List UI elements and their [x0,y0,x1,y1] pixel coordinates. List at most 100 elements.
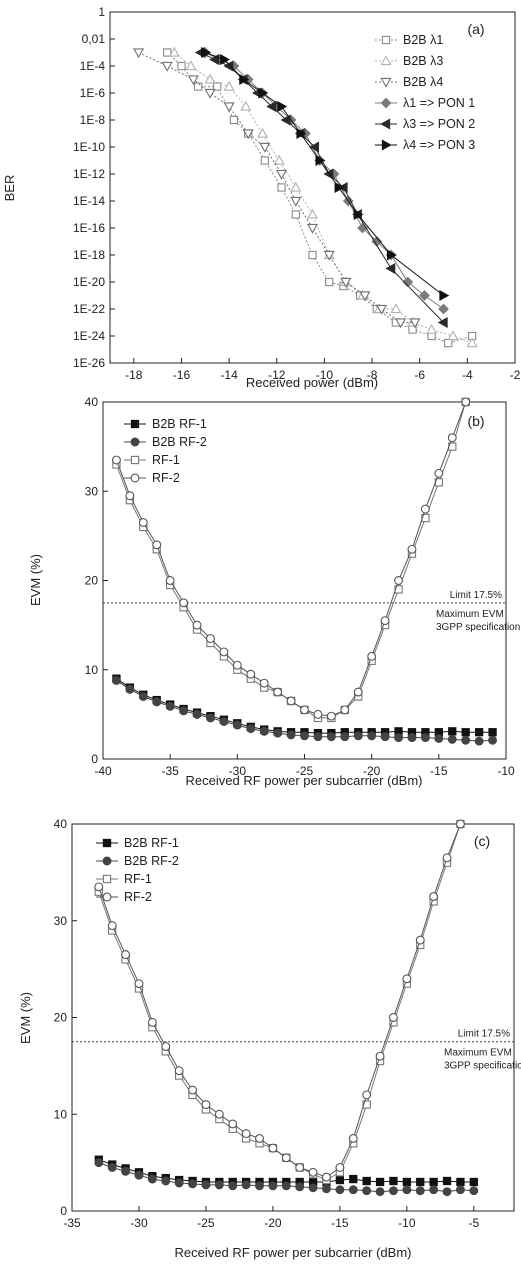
legend-label: B2B RF-1 [152,417,207,431]
data-point [174,1178,184,1188]
x-axis-title: Received RF power per subcarrier (dBm) [186,773,423,788]
legend-marker [381,35,391,45]
y-tick-label: 1E-24 [73,329,105,343]
y-tick-label: 10 [85,663,99,677]
legend-marker [102,856,112,866]
data-point [260,156,270,165]
data-point [367,731,377,741]
series-line [115,401,467,719]
data-point [241,1129,251,1139]
legend-marker [130,473,140,483]
data-point [277,183,286,192]
data-point [340,277,352,288]
data-point [407,733,417,743]
data-point [268,1143,278,1153]
data-point [367,651,377,661]
series-3 [133,48,421,329]
x-tick-label: -20 [363,764,381,778]
y-tick-label: 1E-16 [73,221,105,235]
data-point [290,181,302,192]
data-point [228,1181,238,1191]
x-tick-label: -30 [130,1216,148,1230]
data-point [437,316,448,329]
legend-marker [380,118,391,130]
data-point [165,701,175,711]
y-tick-label: 40 [85,395,99,409]
y-tick-label: 0 [91,752,98,766]
data-point [209,54,219,66]
legend-entry-1: B2B RF-1 [124,417,207,431]
data-point [455,819,465,829]
data-point [295,1182,305,1192]
data-point [206,713,215,723]
data-point [429,1185,439,1195]
data-point [179,598,189,608]
x-tick-label: -18 [125,368,143,382]
data-point [429,892,439,902]
data-point [474,728,484,737]
data-point [223,80,235,91]
legend-marker [130,437,140,447]
data-point [259,678,269,688]
data-point [429,1177,438,1187]
data-point [488,728,497,737]
data-point [125,491,135,501]
legend-entry-2: B2B RF-2 [96,854,179,868]
data-point [442,1176,452,1186]
legend-entry-4: λ1 => PON 1 [375,96,475,110]
data-point [121,1166,131,1176]
data-point [349,1174,358,1184]
data-point [402,974,412,984]
series-6 [201,46,450,302]
y-tick-label: 1E-12 [73,167,105,181]
data-point [291,210,300,219]
data-point [447,734,457,744]
data-point [402,1177,411,1187]
x-tick-label: -6 [414,368,425,382]
spec-note-line-2: 3GPP specification [444,1061,521,1072]
data-point [179,706,189,716]
y-tick-label: 20 [54,1011,68,1025]
data-point [335,1163,345,1172]
data-point [204,88,216,99]
data-point [362,1090,372,1100]
data-point [239,73,250,86]
data-point [256,127,269,138]
data-point [362,1176,371,1186]
data-point [168,46,180,57]
legend-label: RF-1 [152,453,180,467]
data-point [420,733,430,743]
x-tick-label: -8 [367,368,378,382]
y-tick-label: 20 [85,574,99,588]
data-point [266,100,277,113]
panel-label: (c) [474,833,490,849]
data-point [147,1174,157,1184]
x-tick-label: -25 [197,1216,215,1230]
data-point [415,1186,425,1196]
x-tick-label: -4 [462,368,473,382]
x-tick-label: -35 [63,1216,81,1230]
legend-label: B2B RF-2 [152,435,207,449]
data-point [313,732,323,742]
data-point [442,1187,452,1197]
data-point [461,728,470,737]
data-point [273,687,283,697]
data-point [415,935,425,945]
data-point [246,669,256,679]
data-point [111,455,121,465]
series-2 [94,1158,479,1197]
data-point [214,1180,224,1190]
data-point [375,1187,385,1197]
y-tick-label: 1E-18 [73,248,105,262]
data-point [192,709,202,719]
series-line [98,823,461,1178]
y-tick-label: 1E-14 [73,194,105,208]
data-point [125,684,135,694]
data-point [334,181,345,194]
series-line [115,401,467,717]
series-4 [94,819,465,1182]
data-point [308,1183,318,1193]
data-point [306,223,319,234]
data-point [161,1042,171,1051]
